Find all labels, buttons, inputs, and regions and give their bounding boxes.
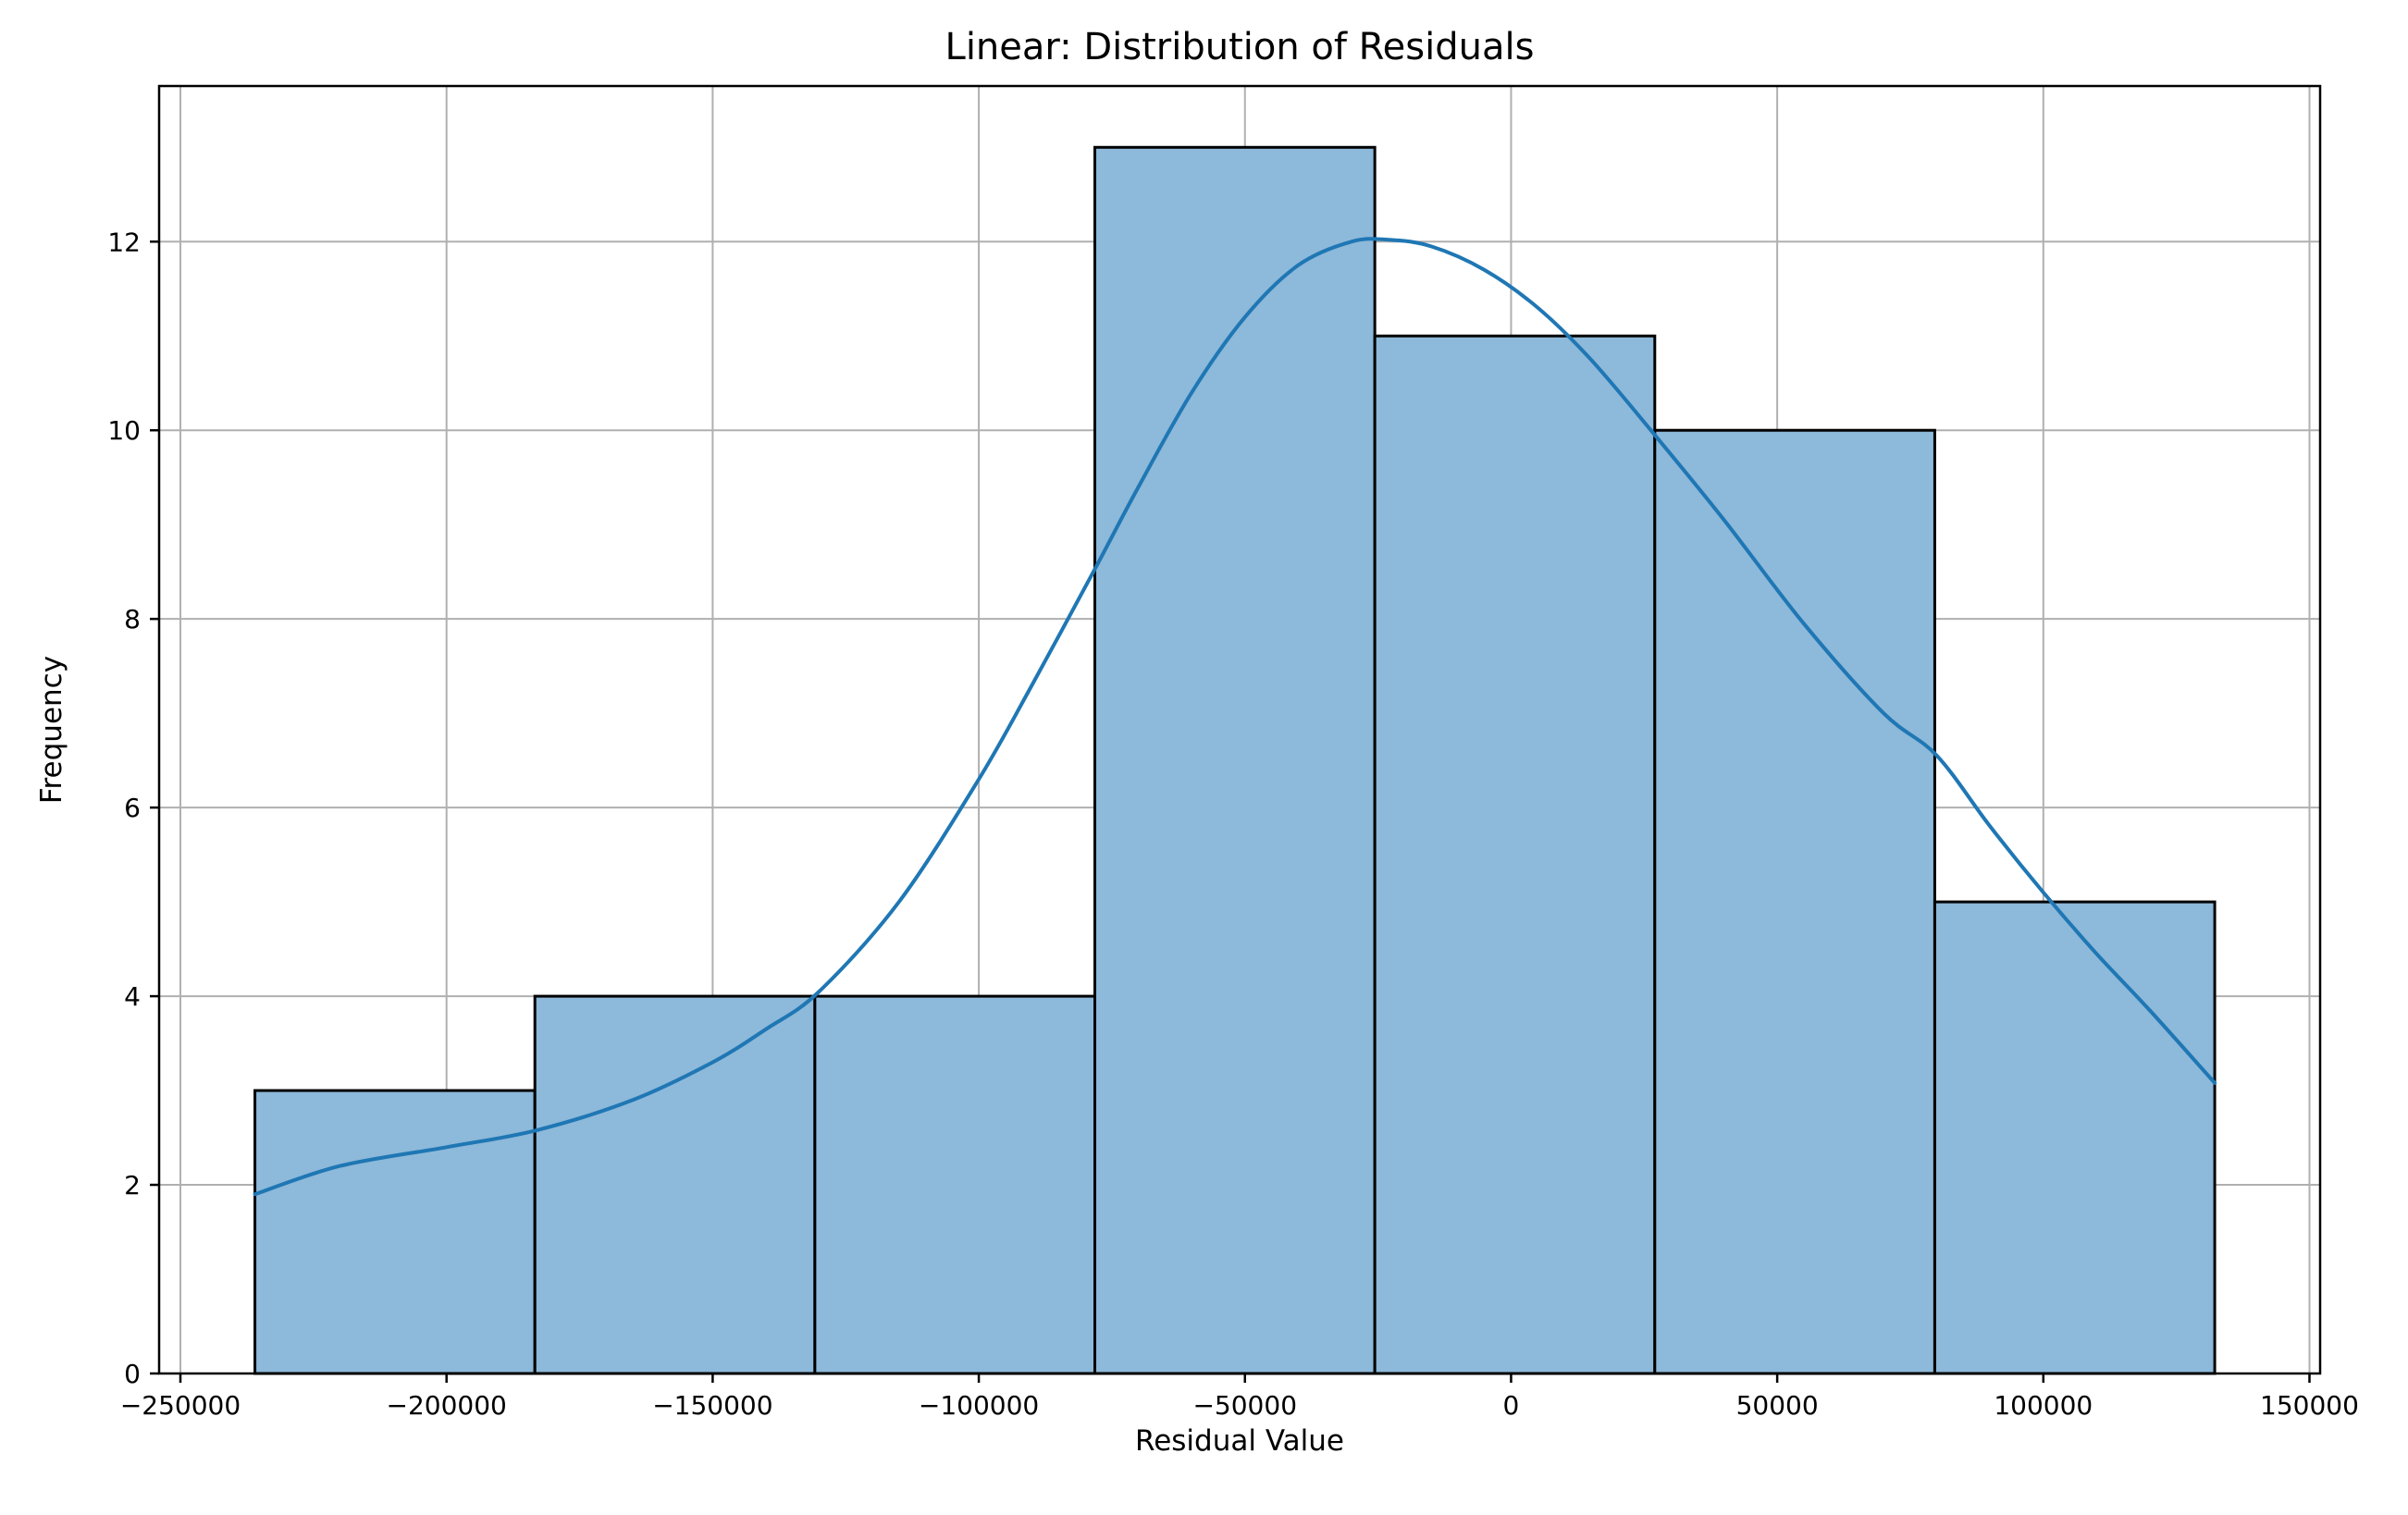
y-tick-label: 6 [124, 793, 141, 823]
x-tick-label: 50000 [1736, 1390, 1819, 1421]
histogram-bars [253, 145, 2217, 1375]
y-axis-ticks: 0 2 4 6 8 10 12 [107, 227, 159, 1389]
histogram-bar-1 [253, 1089, 537, 1375]
y-tick-label: 8 [124, 604, 141, 634]
x-tick-label: −200000 [387, 1390, 507, 1421]
histogram-bar-3 [813, 994, 1096, 1375]
y-tick-label: 2 [124, 1170, 141, 1201]
y-tick-label: 0 [124, 1359, 141, 1389]
x-axis-ticks: −250000 −200000 −150000 −100000 −50000 0 50000… [120, 1373, 2359, 1421]
x-tick-label: −150000 [652, 1390, 772, 1421]
y-tick-label: 12 [107, 227, 141, 257]
y-tick-label: 10 [107, 415, 141, 446]
chart-title: Linear: Distribution of Residuals [945, 26, 1535, 68]
x-tick-label: 150000 [2260, 1390, 2359, 1421]
x-tick-label: 0 [1503, 1390, 1520, 1421]
x-tick-label: −50000 [1192, 1390, 1297, 1421]
plot-frame [157, 84, 2322, 1375]
y-tick-label: 4 [124, 981, 141, 1012]
histogram-bar-6 [1653, 428, 1936, 1375]
kde-curve-line [253, 237, 2217, 1197]
x-tick-label: −250000 [120, 1390, 241, 1421]
histogram-bar-2 [533, 994, 817, 1375]
x-tick-label: −100000 [919, 1390, 1039, 1421]
x-tick-label: 100000 [1994, 1390, 2093, 1421]
histogram-bar-7 [1933, 900, 2217, 1375]
x-axis-title: Residual Value [1135, 1424, 1344, 1458]
histogram-bar-4 [1093, 145, 1377, 1375]
y-axis-title: Frequency [35, 656, 68, 804]
histogram-bar-5 [1373, 334, 1657, 1375]
